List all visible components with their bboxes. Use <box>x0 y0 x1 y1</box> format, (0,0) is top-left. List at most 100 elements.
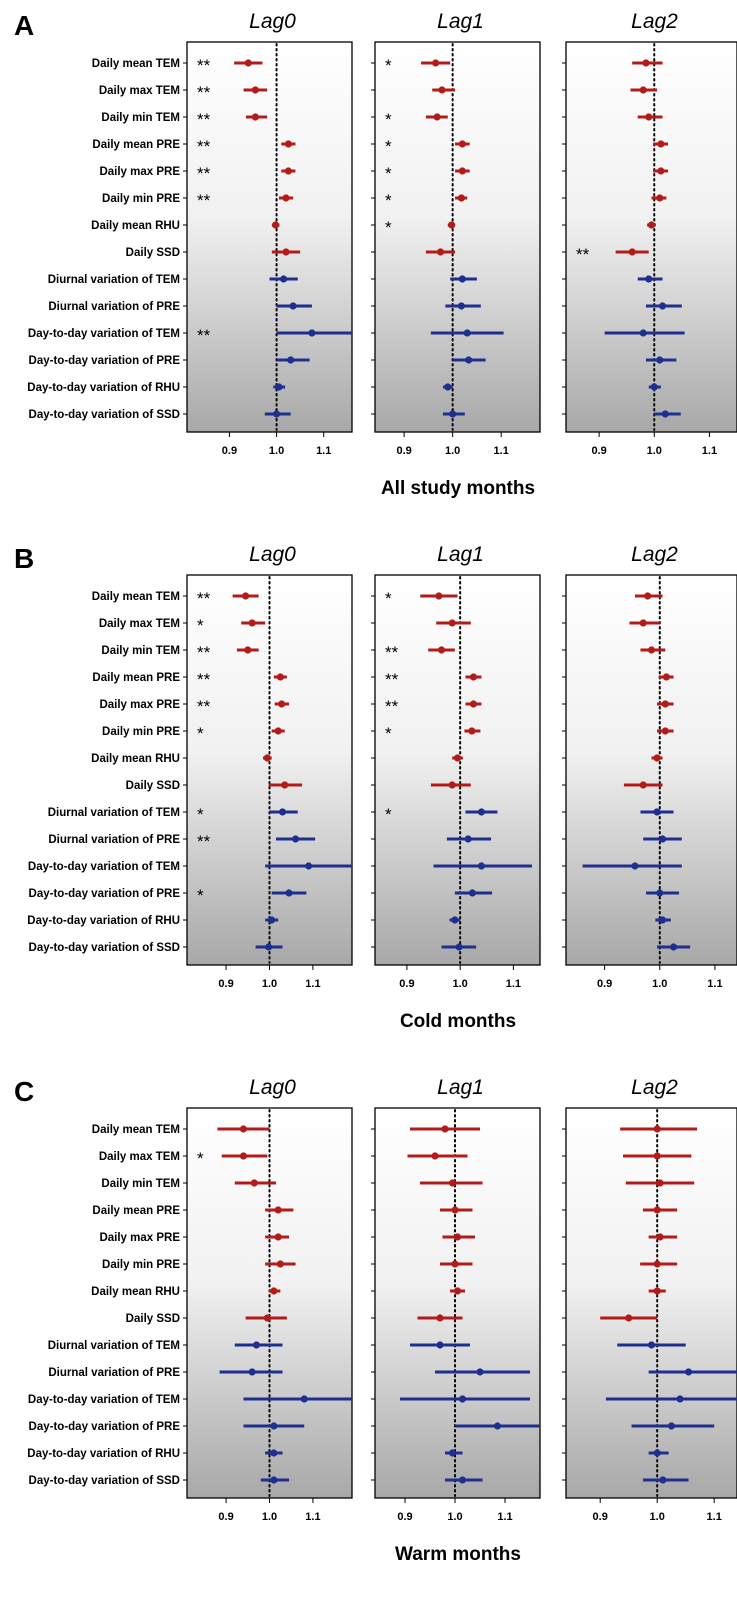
point-estimate <box>248 1368 256 1376</box>
point-estimate <box>278 700 286 708</box>
row-label: Daily SSD <box>126 247 180 259</box>
panel-title: Lag1 <box>437 10 484 33</box>
point-estimate <box>458 275 466 283</box>
point-estimate <box>645 275 653 283</box>
significance-marker: * <box>385 164 392 183</box>
x-tick-label: 1.0 <box>453 978 468 990</box>
point-estimate <box>647 1341 656 1349</box>
row-label: Day-to-day variation of PRE <box>29 355 181 367</box>
point-estimate <box>644 592 652 600</box>
point-estimate <box>444 383 452 391</box>
row-label: Day-to-day variation of PRE <box>29 1421 181 1433</box>
point-estimate <box>661 727 669 735</box>
point-estimate <box>468 889 477 897</box>
section-letter: C <box>14 1076 34 1107</box>
point-estimate <box>653 754 661 762</box>
point-estimate <box>433 113 441 121</box>
row-label: Daily mean PRE <box>92 139 180 151</box>
point-estimate <box>658 835 667 843</box>
significance-marker: ** <box>576 245 590 264</box>
point-estimate <box>642 59 650 67</box>
point-estimate <box>251 86 259 94</box>
point-estimate <box>453 1287 462 1295</box>
point-estimate <box>656 356 664 364</box>
x-tick-label: 1.1 <box>305 1511 320 1523</box>
significance-marker: ** <box>197 164 211 183</box>
row-label: Daily max PRE <box>99 1232 180 1244</box>
significance-marker: * <box>385 56 392 75</box>
point-estimate <box>242 592 250 600</box>
point-estimate <box>265 943 273 951</box>
x-tick-label: 1.0 <box>447 1511 462 1523</box>
significance-marker: * <box>385 589 392 608</box>
point-estimate <box>432 59 440 67</box>
significance-marker: ** <box>197 832 211 851</box>
point-estimate <box>468 727 476 735</box>
significance-marker: ** <box>197 191 211 210</box>
point-estimate <box>464 835 472 843</box>
significance-marker: ** <box>385 697 399 716</box>
point-estimate <box>463 329 471 337</box>
point-estimate <box>457 194 465 202</box>
point-estimate <box>239 1152 248 1160</box>
row-label: Day-to-day variation of SSD <box>29 409 180 421</box>
row-label: Daily max TEM <box>99 85 180 97</box>
point-estimate <box>437 646 446 654</box>
panel-title: Lag1 <box>437 1076 484 1099</box>
point-estimate <box>244 59 252 67</box>
row-label: Daily min TEM <box>101 645 180 657</box>
point-estimate <box>436 1341 444 1349</box>
point-estimate <box>431 1152 439 1160</box>
panel-title: Lag2 <box>631 1076 678 1099</box>
x-tick-label: 0.9 <box>396 445 411 457</box>
row-label: Daily mean RHU <box>91 1286 180 1298</box>
point-estimate <box>645 113 653 121</box>
point-estimate <box>272 410 281 418</box>
row-label: Daily max PRE <box>99 166 180 178</box>
point-estimate <box>669 943 678 951</box>
significance-marker: * <box>197 805 204 824</box>
significance-marker: * <box>385 137 392 156</box>
significance-marker: * <box>385 191 392 210</box>
point-estimate <box>308 329 316 337</box>
row-label: Day-to-day variation of RHU <box>27 382 180 394</box>
point-estimate <box>656 1179 664 1187</box>
point-estimate <box>653 808 661 816</box>
significance-marker: ** <box>197 137 211 156</box>
panel-frame <box>186 574 353 966</box>
panel-frame <box>565 574 737 966</box>
panel-title: Lag2 <box>631 10 678 33</box>
row-label: Diurnal variation of TEM <box>48 274 180 286</box>
x-tick-label: 1.1 <box>494 445 509 457</box>
point-estimate <box>453 1233 462 1241</box>
row-label: Day-to-day variation of PRE <box>29 888 181 900</box>
point-estimate <box>289 302 297 310</box>
row-label: Daily max TEM <box>99 1151 180 1163</box>
point-estimate <box>274 727 282 735</box>
point-estimate <box>628 248 636 256</box>
x-tick-label: 0.9 <box>597 978 612 990</box>
point-estimate <box>656 194 664 202</box>
point-estimate <box>300 1395 308 1403</box>
point-estimate <box>453 754 462 762</box>
point-estimate <box>268 916 276 924</box>
significance-marker: ** <box>197 326 211 345</box>
x-tick-label: 1.0 <box>652 978 667 990</box>
point-estimate <box>448 1179 457 1187</box>
row-label: Daily mean TEM <box>92 591 180 603</box>
significance-marker: * <box>197 724 204 743</box>
point-estimate <box>435 592 443 600</box>
point-estimate <box>458 1395 467 1403</box>
significance-marker: ** <box>197 589 211 608</box>
point-estimate <box>244 646 252 654</box>
x-axis-title: All study months <box>381 478 535 499</box>
point-estimate <box>448 221 456 229</box>
point-estimate <box>248 619 256 627</box>
point-estimate <box>653 1449 661 1457</box>
point-estimate <box>657 140 665 148</box>
point-estimate <box>458 140 466 148</box>
point-estimate <box>282 194 290 202</box>
point-estimate <box>458 167 466 175</box>
point-estimate <box>449 410 457 418</box>
point-estimate <box>278 808 287 816</box>
